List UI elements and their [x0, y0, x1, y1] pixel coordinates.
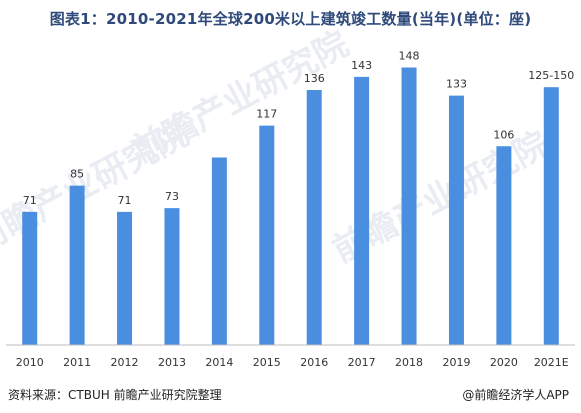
x-tick-label-2019: 2019 [442, 356, 470, 369]
x-tick-label-2014: 2014 [205, 356, 233, 369]
x-tick-label-2012: 2012 [111, 356, 139, 369]
value-labels-group: 71 85 71 73 117 136 143 148 133 106 125-150 [23, 50, 575, 207]
x-tick-label-2010: 2010 [16, 356, 44, 369]
bar-2013 [164, 208, 180, 345]
value-label-2016: 136 [304, 72, 325, 85]
value-label-2019: 133 [446, 78, 467, 91]
x-tick-label-2020: 2020 [490, 356, 518, 369]
bar-2011 [69, 185, 85, 345]
bar-2017 [354, 76, 370, 345]
x-tick-label-2015: 2015 [253, 356, 281, 369]
bar-2012 [117, 211, 133, 345]
bar-2014 [211, 157, 227, 345]
value-label-2020: 106 [493, 128, 514, 141]
bar-2016 [306, 90, 322, 345]
bars-group [22, 67, 559, 345]
x-tick-label-2018: 2018 [395, 356, 423, 369]
value-label-2017: 143 [351, 59, 372, 72]
source-note: 资料来源：CTBUH 前瞻产业研究院整理 [8, 388, 222, 402]
value-label-2013: 73 [165, 190, 179, 203]
chart-title: 图表1：2010-2021年全球200米以上建筑竣工数量(当年)(单位：座) [49, 10, 532, 28]
bar-2020 [496, 146, 512, 345]
bar-2010 [22, 211, 38, 345]
x-tick-label-2017: 2017 [348, 356, 376, 369]
x-tick-label-2013: 2013 [158, 356, 186, 369]
brand-label: @前瞻经济学人APP [462, 388, 569, 402]
value-label-2021E: 125-150 [528, 69, 574, 82]
x-tick-label-2016: 2016 [300, 356, 328, 369]
bar-2018 [401, 67, 417, 345]
x-tick-label-2011: 2011 [63, 356, 91, 369]
value-label-2012: 71 [118, 194, 132, 207]
value-label-2018: 148 [399, 50, 420, 63]
bar-2019 [448, 95, 464, 345]
value-label-2015: 117 [256, 108, 277, 121]
bar-2015 [259, 125, 275, 345]
x-tick-labels-group: 2010 2011 2012 2013 2014 2015 2016 2017 2018 2019… [16, 356, 569, 369]
bar-2021E [543, 87, 559, 345]
x-tick-label-2021E: 2021E [534, 356, 569, 369]
value-label-2010: 71 [23, 194, 37, 207]
value-label-2011: 85 [70, 168, 84, 181]
